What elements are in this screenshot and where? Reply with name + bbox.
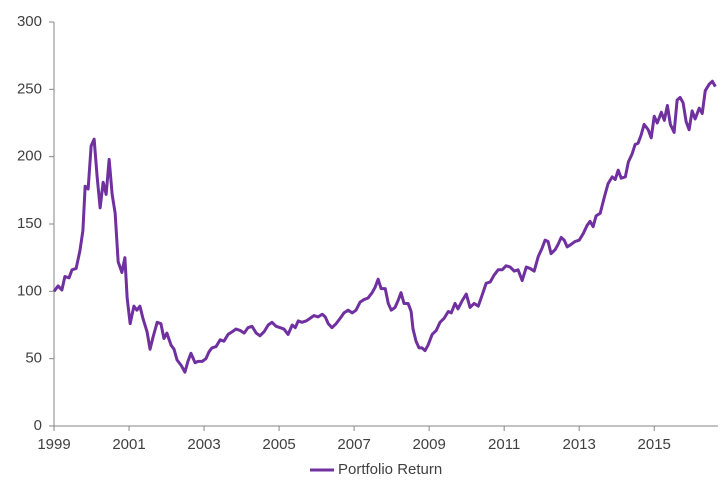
y-tick-label: 50: [25, 350, 42, 367]
x-tick-label: 2011: [488, 436, 520, 453]
y-tick-label: 200: [17, 148, 42, 165]
x-tick-label: 2009: [412, 436, 445, 453]
legend-label: Portfolio Return: [338, 461, 442, 478]
x-tick-label: 2013: [563, 436, 596, 453]
y-tick-label: 250: [17, 80, 42, 97]
x-tick-label: 2001: [112, 436, 145, 453]
y-tick-label: 300: [17, 13, 42, 30]
x-tick-label: 2015: [638, 436, 671, 453]
y-tick-label: 150: [17, 215, 42, 232]
x-tick-label: 2005: [262, 436, 295, 453]
y-tick-label: 0: [34, 417, 42, 434]
x-tick-label: 1999: [37, 436, 70, 453]
x-tick-label: 2007: [337, 436, 370, 453]
y-tick-label: 100: [17, 282, 42, 299]
series-line: [52, 79, 717, 374]
x-tick-label: 2003: [187, 436, 220, 453]
